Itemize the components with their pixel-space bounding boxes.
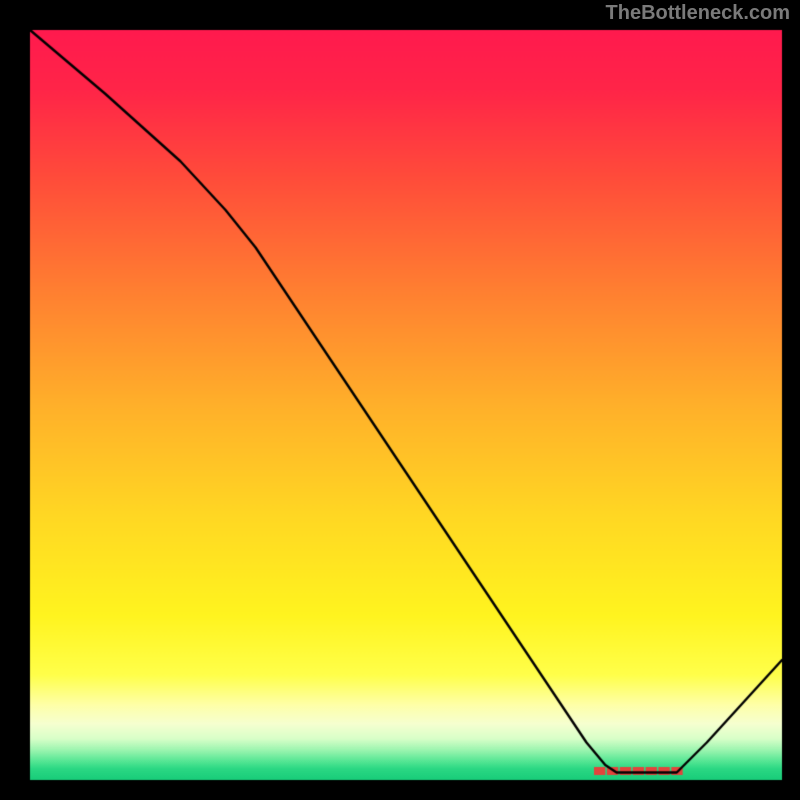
watermark-text: TheBottleneck.com: [606, 2, 790, 25]
bottleneck-chart-canvas: [0, 0, 800, 800]
